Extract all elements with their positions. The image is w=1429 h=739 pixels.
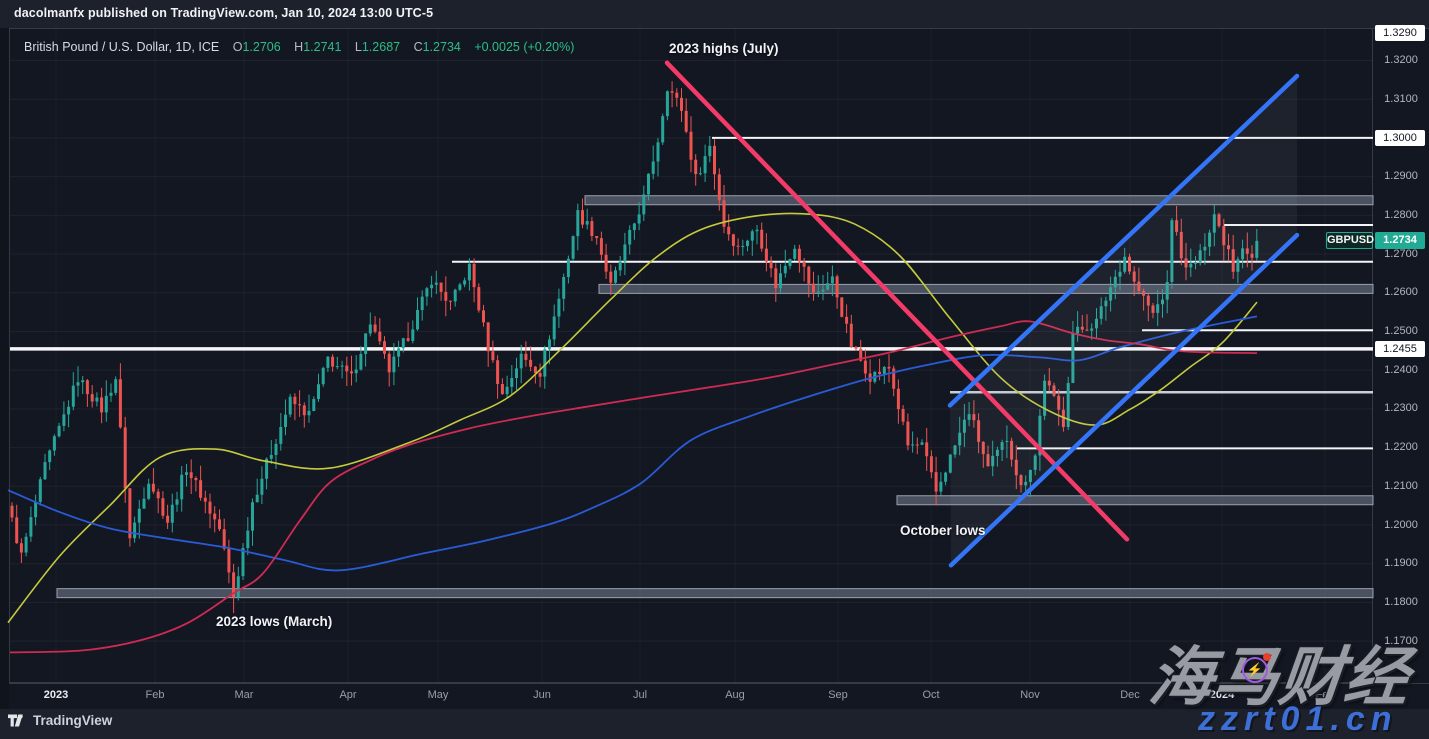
grid-lines [10, 60, 1373, 642]
price-axis-label: 1.1900 [1384, 557, 1418, 570]
time-axis-label: Oct [922, 689, 940, 701]
price-axis-label: 1.2100 [1384, 479, 1418, 492]
time-axis-label: Feb [145, 689, 165, 701]
annotation-october-lows: October lows [900, 523, 986, 538]
price-axis-label: 1.2300 [1384, 402, 1418, 415]
july-highs-downtrend[interactable] [664, 60, 1130, 542]
price-axis-label: 1.2700 [1384, 247, 1418, 260]
price-axis-label: 1.3200 [1384, 54, 1418, 66]
time-axis-label: Mar [234, 689, 254, 701]
time-axis-label: May [427, 689, 449, 701]
time-axis-label: Aug [725, 689, 745, 701]
footer-bar [0, 709, 1429, 739]
price-axis-label: 1.2500 [1384, 324, 1418, 337]
time-axis-label: Sep [828, 689, 848, 701]
annotation-2023-highs: 2023 highs (July) [669, 41, 779, 56]
low-value: 1.2687 [361, 40, 401, 54]
ascending-channel-fill [950, 76, 1297, 566]
time-axis-label: 2024 [1209, 689, 1235, 701]
watermark-website: zzrt01.cn [1198, 700, 1398, 738]
channel-upper[interactable] [947, 73, 1300, 408]
price-axis-label: 1.1800 [1384, 595, 1418, 608]
price-axis-label: 1.2900 [1384, 170, 1418, 183]
tradingview-mark-icon [8, 714, 23, 727]
time-axis-label: Apr [339, 689, 357, 701]
high-value: 1.2741 [303, 40, 342, 54]
lightning-badge-icon: ⚡ [1242, 657, 1268, 683]
time-axis-label: Jun [533, 689, 551, 701]
channel-lower[interactable] [948, 232, 1300, 568]
open-label: O [232, 40, 243, 54]
change-value: +0.0025 (+0.20%) [474, 40, 575, 54]
ma-mid-blue[interactable] [7, 315, 1258, 572]
ma-slow-crimson[interactable] [9, 320, 1258, 654]
high-label: H [294, 40, 304, 54]
time-axis-label: Feb [1315, 689, 1335, 701]
open-value: 1.2706 [242, 40, 281, 54]
top-attribution-bar: dacolmanfx published on TradingView.com,… [0, 0, 1429, 28]
attribution-text: dacolmanfx published on TradingView.com,… [14, 6, 434, 20]
symbol-badge: GBPUSD [1326, 232, 1374, 250]
red-dot-icon [1263, 653, 1271, 661]
support-resistance-zones [56, 195, 1374, 599]
time-axis-label: Dec [1120, 689, 1140, 701]
ma-fast-yellow[interactable] [7, 212, 1258, 624]
time-axis-label: 2023 [43, 689, 69, 701]
price-level-badge: 1.3000 [1375, 129, 1425, 146]
price-axis-label: 1.2600 [1384, 286, 1418, 299]
candles [10, 81, 1259, 613]
price-axis-label: 1.2000 [1384, 518, 1418, 531]
price-axis-label: 1.3100 [1384, 92, 1418, 105]
trend-lines [664, 60, 1300, 568]
annotation-2023-lows: 2023 lows (March) [216, 614, 333, 629]
tradingview-wordmark: TradingView [33, 713, 113, 728]
price-axis-label: 1.1700 [1384, 634, 1418, 647]
price-level-badge: 1.2455 [1375, 340, 1425, 357]
close-value: 1.2734 [422, 40, 461, 54]
moving-averages [7, 212, 1258, 654]
low-label: L [354, 40, 362, 54]
tradingview-logo[interactable]: TradingView [8, 713, 112, 728]
time-axis[interactable] [9, 683, 1429, 709]
price-axis-label: 1.2200 [1384, 441, 1418, 454]
price-axis-label: 1.2400 [1384, 363, 1418, 376]
close-label: C [413, 40, 423, 54]
price-axis-label: 1.2800 [1384, 208, 1418, 221]
symbol-header: British Pound / U.S. Dollar, 1D, ICE O1.… [24, 40, 574, 54]
time-axis-label: Nov [1020, 689, 1040, 701]
price-level-badge: 1.3290 [1375, 25, 1425, 41]
time-axis-label: Jul [632, 689, 648, 701]
symbol-title: British Pound / U.S. Dollar, 1D, ICE [24, 40, 220, 54]
last-price-badge: 1.2734 [1375, 232, 1425, 250]
